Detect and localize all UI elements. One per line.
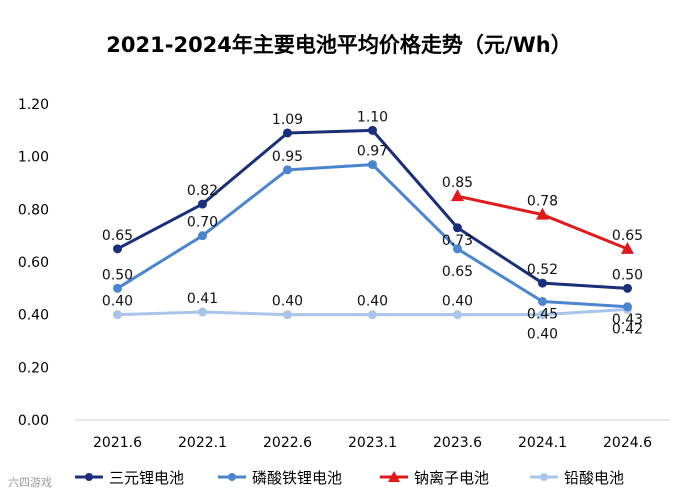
data-label: 0.97 (357, 144, 388, 160)
y-tick-label: 1.00 (18, 150, 49, 166)
data-label: 0.73 (442, 233, 473, 249)
data-label: 0.65 (442, 264, 473, 280)
series-marker (453, 223, 462, 233)
data-label: 0.41 (187, 291, 218, 307)
data-label: 0.40 (442, 294, 473, 310)
x-tick-label: 2022.6 (263, 435, 312, 451)
data-label: 0.40 (357, 294, 388, 310)
x-tick-label: 2024.6 (603, 435, 652, 451)
data-label: 0.50 (102, 267, 133, 283)
x-tick-label: 2023.6 (433, 435, 482, 451)
chart-title: 2021-2024年主要电池平均价格走势（元/Wh） (106, 33, 571, 57)
x-tick-label: 2024.1 (518, 435, 567, 451)
data-label: 0.95 (272, 149, 303, 165)
series-marker (198, 307, 207, 317)
data-label: 0.65 (102, 228, 133, 244)
series-marker (453, 310, 462, 320)
data-label: 1.10 (357, 109, 388, 125)
data-labels: 0.65 0.82 1.09 1.10 0.73 0.52 0.50 0.50 0.70 0.95… (102, 109, 643, 342)
series-marker (623, 283, 632, 293)
x-axis: 2021.6 2022.1 2022.6 2023.1 2023.6 2024.1 2024… (93, 435, 652, 451)
legend-marker (85, 473, 93, 481)
series-marker (538, 297, 547, 306)
x-tick-label: 2023.1 (348, 435, 397, 451)
y-tick-label: 0.80 (18, 202, 49, 218)
data-label: 0.85 (442, 175, 473, 191)
data-label: 0.45 (527, 307, 558, 323)
legend-marker (228, 473, 236, 481)
data-label: 0.40 (527, 327, 558, 343)
legend-marker (540, 473, 548, 481)
series-marker (621, 241, 634, 254)
series-marker (453, 244, 462, 254)
series-marker (113, 283, 122, 293)
series-layer (113, 125, 634, 320)
data-label: 0.82 (187, 183, 218, 199)
series-marker (113, 244, 122, 254)
y-tick-label: 0.00 (18, 413, 49, 429)
series-marker (283, 165, 292, 175)
data-label: 0.40 (102, 294, 133, 310)
series-marker (538, 278, 547, 288)
series-marker (538, 310, 547, 320)
data-label: 0.52 (527, 262, 558, 278)
y-tick-label: 0.40 (18, 308, 49, 324)
series-marker (283, 128, 292, 138)
series-marker (368, 125, 377, 135)
legend-label: 磷酸铁锂电池 (252, 469, 342, 487)
y-tick-label: 0.60 (18, 255, 49, 271)
legend: 三元锂电池 磷酸铁锂电池 钠离子电池 铅酸电池 (75, 469, 624, 487)
y-tick-label: 1.20 (18, 97, 49, 113)
data-label: 0.70 (187, 215, 218, 231)
data-label: 0.78 (527, 194, 558, 210)
y-tick-label: 0.20 (18, 360, 49, 376)
data-label: 0.65 (612, 228, 643, 244)
data-label: 0.42 (612, 321, 643, 337)
series-marker (368, 310, 377, 320)
watermark-text: 六四游戏 (8, 476, 52, 489)
series-marker (536, 207, 549, 220)
series-marker (451, 189, 464, 202)
series-marker (198, 199, 207, 209)
data-label: 1.09 (272, 112, 303, 128)
series-marker (113, 310, 122, 320)
series-marker (283, 310, 292, 320)
data-label: 0.50 (612, 267, 643, 283)
data-label: 0.43 (612, 312, 643, 328)
legend-label: 铅酸电池 (564, 469, 624, 487)
series-marker (623, 302, 632, 312)
series-marker (198, 231, 207, 241)
y-axis: 0.00 0.20 0.40 0.60 0.80 1.00 1.20 (18, 97, 49, 429)
series-marker (368, 160, 377, 170)
x-tick-label: 2021.6 (93, 435, 142, 451)
data-label: 0.40 (272, 294, 303, 310)
legend-label: 钠离子电池 (414, 469, 489, 487)
legend-marker (388, 471, 400, 482)
legend-label: 三元锂电池 (109, 469, 184, 487)
x-tick-label: 2022.1 (178, 435, 227, 451)
